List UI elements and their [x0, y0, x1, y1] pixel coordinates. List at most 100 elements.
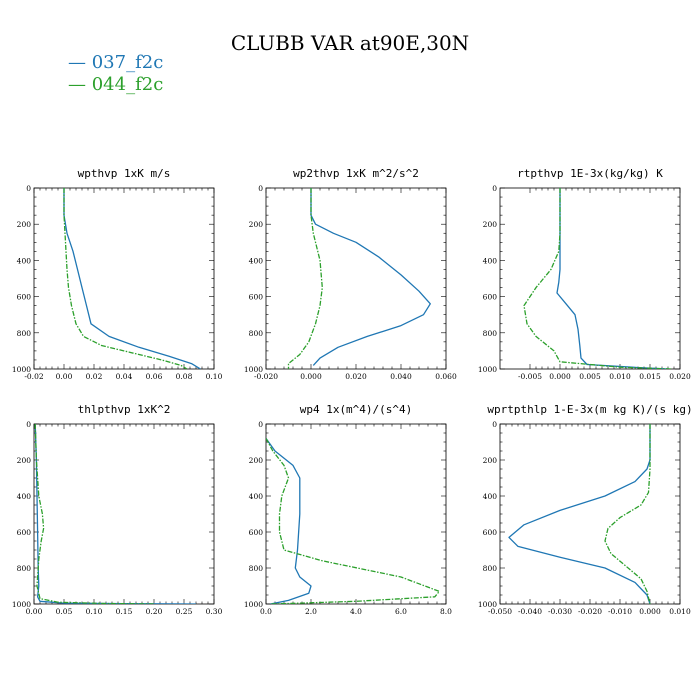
- y-tick-label: 600: [249, 528, 264, 537]
- plot-panels: wpthvp 1xK m/s-0.02 0.00 0.02 0.04 0.06 0.08 0…: [12, 167, 693, 616]
- y-tick-label: 200: [17, 220, 32, 229]
- panel-title: rtpthvp 1E-3x(kg/kg) K: [517, 167, 663, 180]
- x-tick-label: 0.005: [579, 372, 601, 381]
- y-tick-label: 200: [249, 456, 264, 465]
- panel-6: wprtpthlp 1-E-3x(m kg K)/(s kg) -0.050 -0.…: [478, 403, 693, 616]
- series-line-037_f2c: [63, 188, 201, 369]
- y-tick-label: 600: [483, 293, 498, 302]
- x-tick-label: 4.0: [350, 607, 362, 616]
- plot-frame: [33, 423, 215, 605]
- x-tick-label: -0.040: [518, 607, 542, 616]
- series-line-037_f2c: [310, 188, 431, 366]
- series-line-044_f2c: [63, 188, 188, 369]
- y-tick-label: 0: [258, 184, 263, 193]
- series-line-044_f2c: [266, 438, 440, 604]
- y-tick-label: 400: [17, 256, 32, 265]
- y-tick-label: 800: [17, 564, 32, 573]
- panel-title: wp4 1x(m^4)/(s^4): [300, 403, 413, 416]
- y-tick-label: 1000: [12, 600, 31, 609]
- y-tick-label: 0: [26, 184, 31, 193]
- y-tick-label: 600: [17, 293, 32, 302]
- x-tick-label: 0.060: [435, 372, 457, 381]
- series-line-037_f2c: [508, 424, 651, 604]
- plot-frame: [499, 423, 681, 605]
- x-tick-label: 0.0: [260, 607, 272, 616]
- plot-frame: [499, 187, 681, 370]
- panel-title: wprtpthlp 1-E-3x(m kg K)/(s kg): [487, 403, 692, 416]
- x-tick-label: 0.25: [176, 607, 193, 616]
- y-tick-label: 0: [492, 184, 497, 193]
- x-tick-label: 6.0: [395, 607, 407, 616]
- x-tick-label: 0.06: [146, 372, 163, 381]
- y-tick-label: 400: [483, 492, 498, 501]
- series-line-044_f2c: [287, 188, 323, 369]
- panel-title: wpthvp 1xK m/s: [78, 167, 171, 180]
- panel-5: wp4 1x(m^4)/(s^4) 0.0 2.0 4.0 6.0 8.0 0 200 400 6…: [244, 403, 452, 616]
- panel-4: thlpthvp 1xK^2 0.00 0.05 0.10 0.15 0.20 0.25 0.…: [12, 403, 223, 616]
- x-tick-label: 0.10: [86, 607, 103, 616]
- y-tick-label: 800: [249, 564, 264, 573]
- x-tick-label: -0.030: [548, 607, 572, 616]
- series-line-037_f2c: [34, 424, 197, 604]
- y-tick-label: 1000: [244, 600, 263, 609]
- x-tick-label: 0.02: [86, 372, 103, 381]
- y-tick-label: 800: [483, 329, 498, 338]
- legend-entry-044: — 044_f2c: [68, 74, 163, 95]
- plot-frame: [265, 423, 447, 605]
- x-tick-label: 0.010: [669, 607, 691, 616]
- x-tick-label: 0.00: [56, 372, 73, 381]
- y-tick-label: 800: [483, 564, 498, 573]
- y-tick-label: 400: [249, 492, 264, 501]
- y-tick-label: 1000: [244, 365, 263, 374]
- x-tick-label: 2.0: [305, 607, 317, 616]
- panel-1: wpthvp 1xK m/s -0.02 0.00 0.02 0.04 0.06 0.08 0…: [12, 167, 223, 381]
- y-tick-label: 400: [17, 492, 32, 501]
- x-tick-label: 0.05: [56, 607, 73, 616]
- y-tick-label: 600: [249, 293, 264, 302]
- y-tick-label: 1000: [478, 365, 497, 374]
- x-tick-label: 0.30: [206, 607, 223, 616]
- legend-entry-037: — 037_f2c: [68, 52, 163, 73]
- x-tick-label: 0.000: [300, 372, 322, 381]
- y-tick-label: 600: [17, 528, 32, 537]
- x-tick-label: -0.005: [518, 372, 542, 381]
- x-tick-label: 0.08: [176, 372, 193, 381]
- x-tick-label: 0.00: [26, 607, 43, 616]
- y-tick-label: 800: [17, 329, 32, 338]
- x-tick-label: -0.050: [488, 607, 512, 616]
- y-tick-label: 400: [483, 256, 498, 265]
- x-tick-label: 0.010: [609, 372, 631, 381]
- y-tick-label: 1000: [12, 365, 31, 374]
- y-tick-label: 200: [483, 456, 498, 465]
- x-tick-label: -0.02: [24, 372, 43, 381]
- x-tick-label: -0.010: [608, 607, 632, 616]
- series-line-044_f2c: [34, 424, 155, 604]
- y-tick-label: 600: [483, 528, 498, 537]
- y-tick-label: 400: [249, 256, 264, 265]
- x-tick-label: -0.020: [578, 607, 602, 616]
- x-tick-label: 0.15: [116, 607, 133, 616]
- x-tick-label: 0.015: [639, 372, 661, 381]
- x-tick-label: 0.20: [146, 607, 163, 616]
- x-tick-label: -0.020: [254, 372, 278, 381]
- y-tick-label: 200: [249, 220, 264, 229]
- series-line-037_f2c: [266, 438, 312, 604]
- y-tick-label: 200: [17, 456, 32, 465]
- plot-frame: [265, 187, 447, 370]
- series-line-037_f2c: [556, 188, 669, 369]
- x-tick-label: 0.000: [639, 607, 661, 616]
- y-tick-label: 0: [26, 420, 31, 429]
- y-tick-label: 800: [249, 329, 264, 338]
- panel-3: rtpthvp 1E-3x(kg/kg) K -0.005 0.000 0.005 0.…: [478, 167, 691, 381]
- panel-2: wp2thvp 1xK m^2/s^2 -0.020 0.000 0.020 0.040…: [244, 167, 457, 381]
- series-line-044_f2c: [523, 188, 672, 369]
- panel-title: thlpthvp 1xK^2: [78, 403, 171, 416]
- figure-title: CLUBB VAR at90E,30N: [231, 31, 469, 55]
- y-tick-label: 1000: [478, 600, 497, 609]
- x-tick-label: 0.04: [116, 372, 133, 381]
- x-tick-label: 0.10: [206, 372, 223, 381]
- y-tick-label: 0: [258, 420, 263, 429]
- x-tick-label: 0.000: [549, 372, 571, 381]
- panel-title: wp2thvp 1xK m^2/s^2: [293, 167, 419, 180]
